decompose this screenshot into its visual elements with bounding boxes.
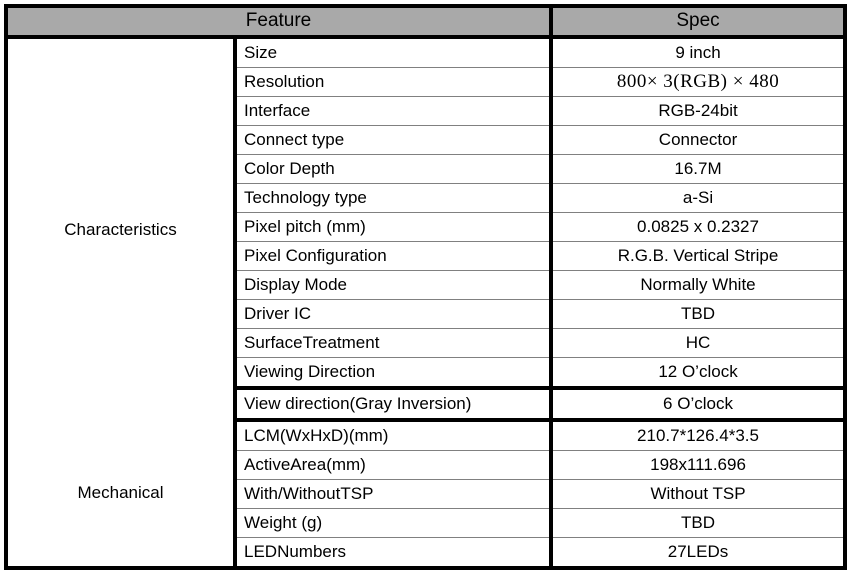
spec-sheet: Feature Spec Characteristics Size 9 inch Re… [4, 4, 847, 570]
table-row: Resolution 800× 3(RGB) × 480 [6, 66, 846, 97]
spec-cell: Connector [551, 124, 846, 155]
table-row: SurfaceTreatment HC [6, 327, 846, 358]
feature-cell: Connect type [235, 124, 554, 155]
spec-cell: 16.7M [551, 153, 846, 184]
feature-cell: Interface [235, 95, 554, 126]
table-row: Pixel Configuration R.G.B. Vertical Strip… [6, 240, 846, 271]
table-row: Mechanical LCM(WxHxD)(mm) 210.7*126.4*3.5 [6, 419, 846, 568]
table-head: Feature Spec [6, 6, 846, 39]
feature-cell: ActiveArea(mm) [235, 449, 554, 480]
table-row: ActiveArea(mm) 198x111.696 [6, 449, 846, 480]
table-row: Color Depth 16.7M [6, 153, 846, 184]
spec-cell: 0.0825 x 0.2327 [551, 211, 846, 242]
spec-cell: Normally White [551, 269, 846, 300]
table-body: Characteristics Size 9 inch Resolution 800× … [6, 36, 846, 568]
spec-cell: TBD [551, 298, 846, 329]
feature-cell: Display Mode [235, 269, 554, 300]
feature-cell: LCM(WxHxD)(mm) [235, 419, 554, 451]
feature-cell: Size [235, 36, 554, 68]
table-row: Pixel pitch (mm) 0.0825 x 0.2327 [6, 211, 846, 242]
column-header-spec: Spec [551, 6, 846, 39]
spec-cell: TBD [551, 507, 846, 538]
spec-cell: RGB-24bit [551, 95, 846, 126]
specification-table: Feature Spec Characteristics Size 9 inch Re… [4, 4, 847, 570]
spec-cell: Without TSP [551, 478, 846, 509]
table-row: Weight (g) TBD [6, 507, 846, 538]
spec-cell: a-Si [551, 182, 846, 213]
row-group-label-mechanical: Mechanical [6, 419, 237, 568]
table-row: Technology type a-Si [6, 182, 846, 213]
spec-cell: 210.7*126.4*3.5 [551, 419, 846, 451]
table-row: Display Mode Normally White [6, 269, 846, 300]
feature-cell: Pixel pitch (mm) [235, 211, 554, 242]
feature-cell: Color Depth [235, 153, 554, 184]
spec-cell: 9 inch [551, 36, 846, 68]
feature-cell: Resolution [235, 66, 554, 97]
feature-cell: With/WithoutTSP [235, 478, 554, 509]
table-row: Interface RGB-24bit [6, 95, 846, 126]
spec-cell: 800× 3(RGB) × 480 [551, 66, 846, 97]
row-group-label-characteristics: Characteristics [6, 36, 237, 420]
table-row: Driver IC TBD [6, 298, 846, 329]
table-row: Characteristics Size 9 inch [6, 36, 846, 420]
feature-cell: Technology type [235, 182, 554, 213]
spec-cell: 198x111.696 [551, 449, 846, 480]
feature-cell: Viewing Direction [235, 356, 554, 389]
feature-cell: Driver IC [235, 298, 554, 329]
spec-cell: 6 O’clock [551, 385, 846, 422]
feature-cell: Weight (g) [235, 507, 554, 538]
table-header-row: Feature Spec [6, 6, 846, 39]
table-row: With/WithoutTSP Without TSP [6, 478, 846, 509]
spec-cell: R.G.B. Vertical Stripe [551, 240, 846, 271]
feature-cell: Pixel Configuration [235, 240, 554, 271]
feature-cell: SurfaceTreatment [235, 327, 554, 358]
feature-cell: View direction(Gray Inversion) [235, 385, 554, 422]
column-header-feature: Feature [6, 6, 554, 39]
spec-cell: 12 O’clock [551, 356, 846, 389]
table-row: View direction(Gray Inversion) 6 O’clock [6, 385, 846, 422]
spec-cell: HC [551, 327, 846, 358]
